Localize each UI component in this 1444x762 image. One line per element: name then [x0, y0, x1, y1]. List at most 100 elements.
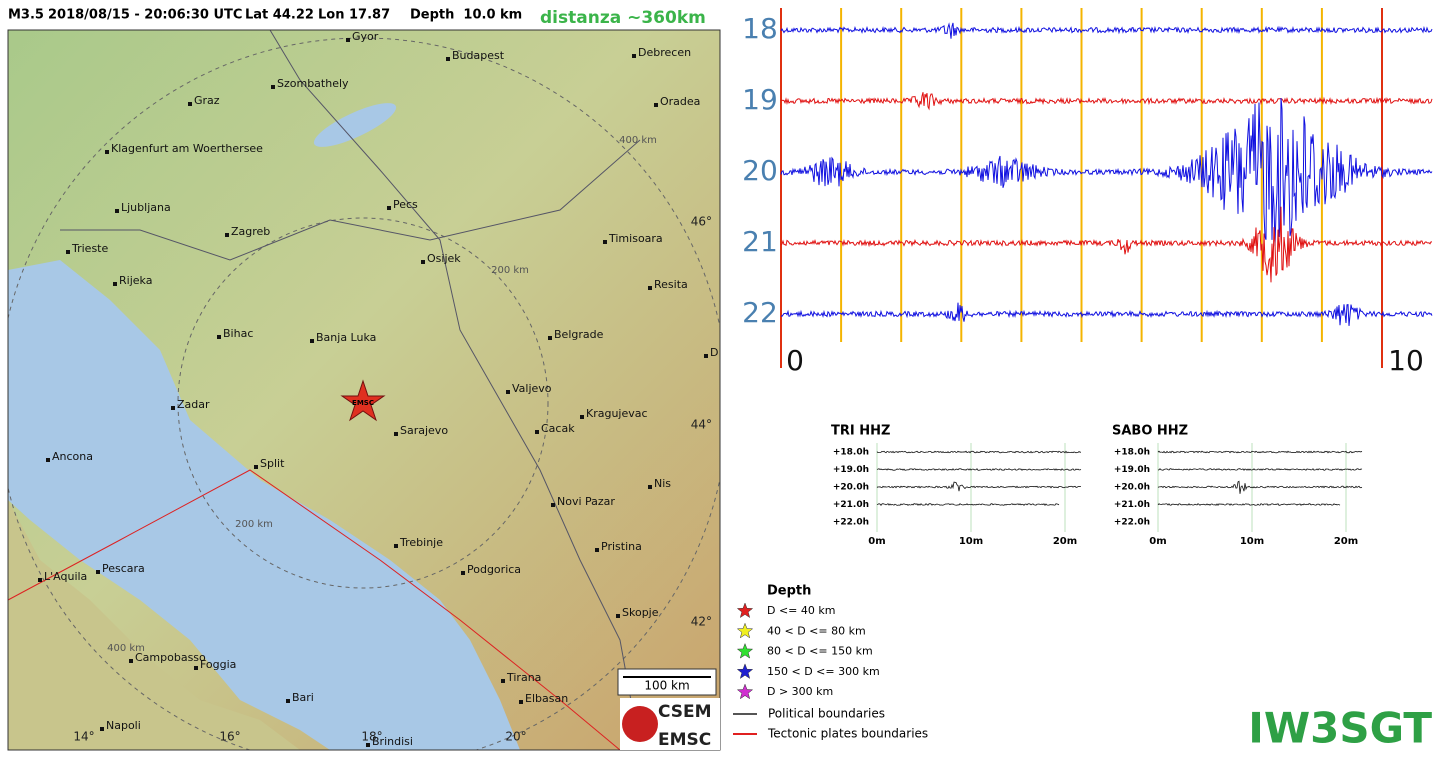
city-label: Skopje [622, 606, 659, 619]
helicorder-x-label: 10m [1240, 536, 1264, 547]
helicorder-row-label: +18.0h [1114, 448, 1150, 458]
city-label: Cacak [541, 422, 575, 435]
epicenter [340, 379, 386, 422]
longitude-label: 20° [505, 730, 526, 744]
range-label: 200 km [491, 265, 529, 276]
range-label: 200 km [235, 519, 273, 530]
helicorder-row-label: +21.0h [1114, 500, 1150, 510]
city-marker [225, 233, 229, 237]
helicorder-x-label: 0m [1149, 536, 1166, 547]
helicorder-trace [1157, 480, 1363, 494]
row-label: 19 [742, 83, 778, 116]
city-label: Szombathely [277, 77, 349, 90]
city-marker [551, 503, 555, 507]
range-ring [177, 217, 549, 589]
city-label: Novi Pazar [557, 495, 615, 508]
x-tick-label: 10 [1388, 344, 1424, 377]
x-tick-label: 0 [786, 344, 804, 377]
city-marker [129, 659, 133, 663]
logo-bottom: EMSC [658, 730, 711, 750]
city-label: Podgorica [467, 563, 521, 576]
city-marker [366, 743, 370, 747]
city-label: Banja Luka [316, 331, 376, 344]
city-marker [616, 614, 620, 618]
city-label: Valjevo [512, 382, 552, 395]
city-label: Resita [654, 278, 688, 291]
city-marker [38, 578, 42, 582]
helicorder-trace [876, 481, 1082, 492]
city-marker [446, 57, 450, 61]
latitude-label: 42° [691, 615, 712, 629]
datetime: 2018/08/15 - 20:06:30 UTC [48, 8, 242, 23]
depth: Depth 10.0 km [410, 8, 522, 23]
city-label: Bari [292, 691, 314, 704]
helicorder-x-label: 10m [959, 536, 983, 547]
city-label: Ancona [52, 450, 93, 463]
latitude: Lat 44.22 [245, 8, 314, 23]
latitude-label: 46° [691, 215, 712, 229]
city-label: Pristina [601, 540, 642, 553]
longitude-label: 16° [219, 730, 240, 744]
row-label: 22 [742, 296, 778, 329]
helicorder-row-label: +22.0h [1114, 518, 1150, 528]
distance: distanza ~360km [540, 8, 706, 28]
legend-label: D <= 40 km [767, 604, 835, 617]
city-label: Klagenfurt am Woerthersee [111, 142, 263, 155]
map-frame [7, 29, 721, 751]
helicorder-trace [1157, 468, 1363, 471]
political-boundary [60, 139, 641, 261]
city-marker [113, 282, 117, 286]
city-marker [421, 260, 425, 264]
city-marker [580, 415, 584, 419]
row-label: 21 [742, 225, 778, 258]
city-marker [46, 458, 50, 462]
longitude-label: 14° [73, 730, 94, 744]
city-label: Trebinje [399, 536, 443, 549]
city-marker [632, 54, 636, 58]
city-label: Debrecen [638, 46, 691, 59]
city-marker [603, 240, 607, 244]
magnitude: M3.5 [8, 8, 44, 23]
latitude-label: 44° [691, 418, 712, 432]
legend-title: Depth [767, 584, 811, 599]
city-label: Belgrade [554, 328, 604, 341]
city-label: Rijeka [119, 274, 152, 287]
city-label: Trieste [71, 242, 108, 255]
city-label: Budapest [452, 49, 505, 62]
helicorder-row-label: +20.0h [1114, 483, 1150, 493]
city-label: Split [260, 457, 285, 470]
helicorder-row-label: +19.0h [833, 465, 869, 475]
legend-star [736, 622, 754, 639]
helicorder-row-label: +21.0h [833, 500, 869, 510]
helicorder-title: TRI HHZ [831, 424, 890, 439]
city-label: Campobasso [135, 651, 206, 664]
trace [780, 302, 1433, 326]
city-label: Kragujevac [586, 407, 648, 420]
helicorder-row-label: +20.0h [833, 483, 869, 493]
city-label: Nis [654, 477, 671, 490]
city-marker [115, 209, 119, 213]
city-marker [461, 571, 465, 575]
helicorder-row-label: +18.0h [833, 448, 869, 458]
city-label: Pescara [102, 562, 145, 575]
logo-icon [622, 706, 658, 742]
city-marker [188, 102, 192, 106]
city-marker [648, 286, 652, 290]
city-marker [535, 430, 539, 434]
city-marker [704, 354, 708, 358]
city-marker [310, 339, 314, 343]
legend-label: 40 < D <= 80 km [767, 624, 866, 637]
map: Gyor Budapest Debrecen Graz Szombathely Orade… [8, 30, 720, 750]
trace [780, 206, 1432, 283]
trace [780, 92, 1433, 111]
lake-balaton [313, 103, 397, 147]
range-label: 400 km [619, 135, 657, 146]
tectonic-boundary [8, 469, 621, 750]
helicorder-trace [876, 468, 1082, 471]
legend-label: D > 300 km [767, 685, 833, 698]
city-marker [194, 666, 198, 670]
city-marker [254, 465, 258, 469]
city-label: Tirana [506, 671, 541, 684]
